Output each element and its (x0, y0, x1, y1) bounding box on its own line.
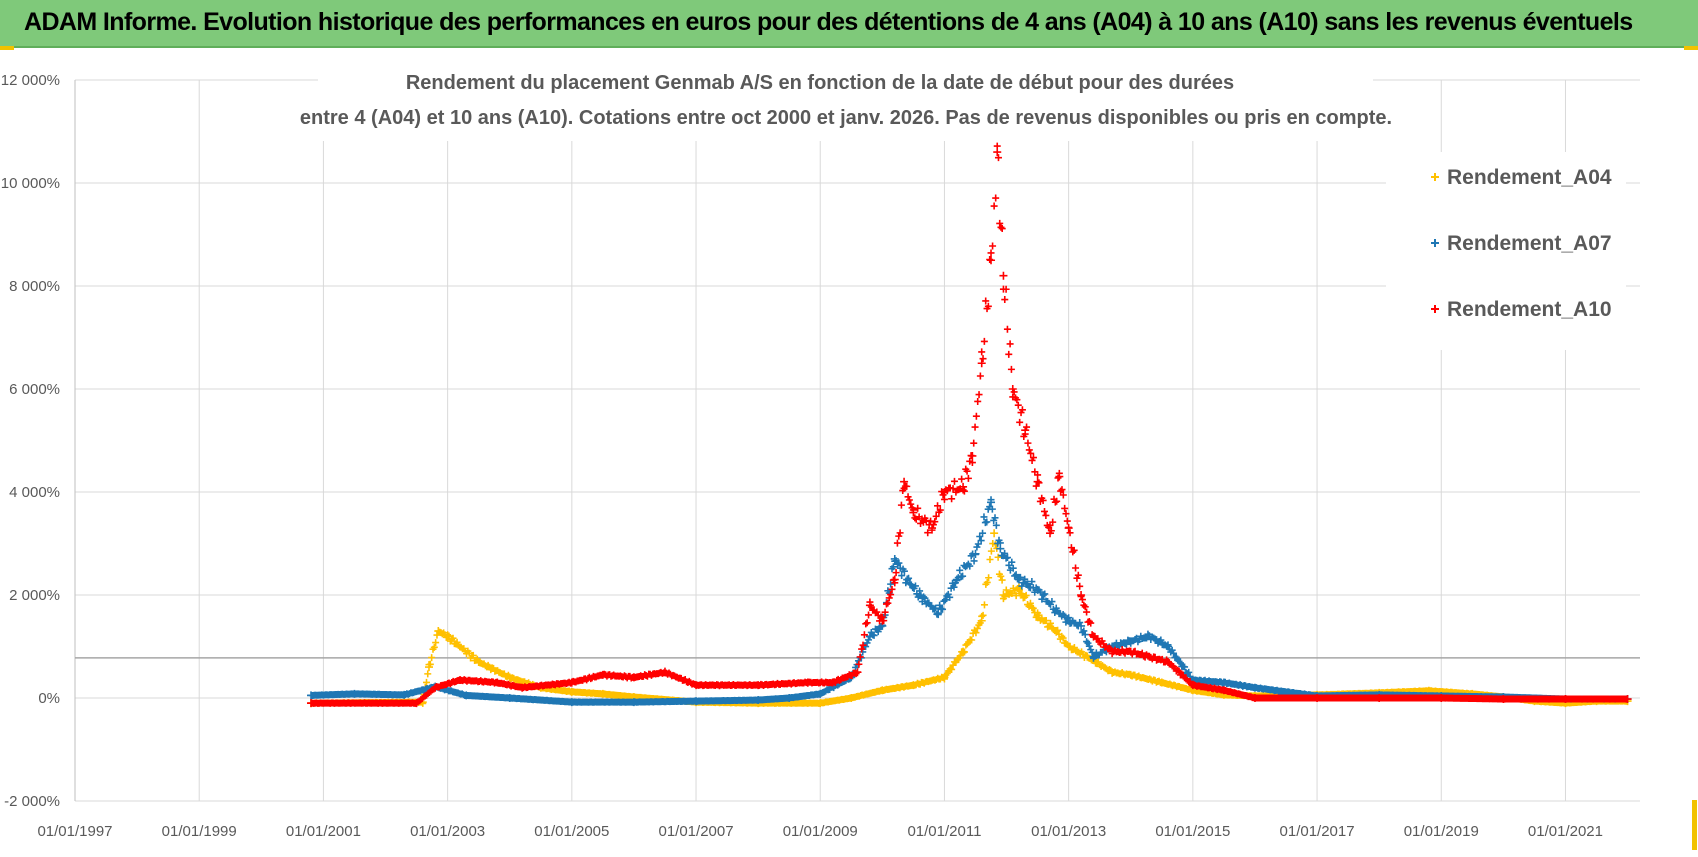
x-tick-label: 01/01/2009 (783, 823, 858, 840)
series-marks-A10 (306, 142, 1632, 708)
page-title: ADAM Informe. Evolution historique des p… (24, 8, 1633, 36)
corner-mark-tl (0, 46, 14, 50)
x-tick-label: 01/01/2011 (907, 823, 981, 840)
legend-marker-A07 (1431, 239, 1439, 247)
y-tick-label: -2 000% (4, 793, 60, 810)
x-tick-label: 01/01/2019 (1404, 823, 1479, 840)
y-tick-label: 2 000% (9, 587, 60, 604)
legend-marker-A10 (1431, 305, 1439, 313)
x-tick-label: 01/01/2001 (286, 823, 361, 840)
x-tick-label: 01/01/2007 (658, 823, 733, 840)
x-tick-label: 01/01/2013 (1031, 823, 1106, 840)
x-tick-label: 01/01/1997 (37, 823, 112, 840)
y-tick-label: 0% (38, 690, 60, 707)
x-tick-label: 01/01/2003 (410, 823, 485, 840)
corner-mark-tr (1684, 46, 1698, 50)
y-tick-label: 12 000% (1, 72, 60, 89)
legend-label-A04: Rendement_A04 (1447, 166, 1612, 189)
y-tick-label: 10 000% (1, 175, 60, 192)
legend-label-A07: Rendement_A07 (1447, 232, 1612, 255)
legend-marker-A04 (1431, 173, 1439, 181)
x-tick-label: 01/01/1999 (162, 823, 237, 840)
legend-background (1386, 152, 1626, 350)
series-group (306, 142, 1632, 708)
x-tick-label: 01/01/2021 (1528, 823, 1603, 840)
header-banner: ADAM Informe. Evolution historique des p… (0, 0, 1698, 48)
chart-title-line-1: Rendement du placement Genmab A/S en fon… (406, 72, 1234, 94)
corner-mark-br (1692, 800, 1697, 850)
x-axis: 01/01/1997 01/01/1999 01/01/2001 01/01/2003… (37, 823, 1603, 840)
y-axis: 12 000% 10 000% 8 000% 6 000% 4 000% 2 000% 0%… (1, 72, 60, 810)
x-tick-label: 01/01/2015 (1155, 823, 1230, 840)
x-tick-label: 01/01/2005 (534, 823, 609, 840)
y-tick-label: 6 000% (9, 381, 60, 398)
title-background (318, 67, 1373, 141)
x-tick-label: 01/01/2017 (1280, 823, 1355, 840)
chart-title-line-2: entre 4 (A04) et 10 ans (A10). Cotations… (300, 107, 1392, 129)
y-tick-label: 4 000% (9, 484, 60, 501)
y-tick-label: 8 000% (9, 278, 60, 295)
legend: Rendement_A04 Rendement_A07 Rendement_A10 (1431, 166, 1612, 321)
legend-label-A10: Rendement_A10 (1447, 298, 1612, 321)
series-A10 (306, 142, 1632, 708)
